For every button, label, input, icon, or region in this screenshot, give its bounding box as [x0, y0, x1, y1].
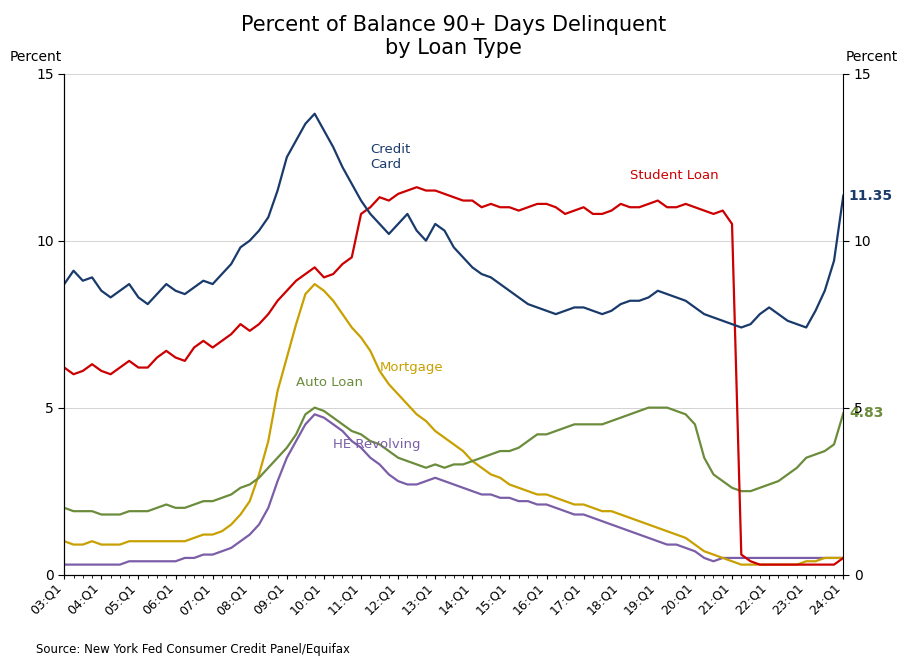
Text: 4.83: 4.83 [849, 407, 883, 420]
Text: Mortgage: Mortgage [380, 361, 443, 374]
Text: HE Revolving: HE Revolving [333, 438, 420, 451]
Title: Percent of Balance 90+ Days Delinquent
by Loan Type: Percent of Balance 90+ Days Delinquent b… [242, 15, 666, 58]
Text: Auto Loan: Auto Loan [296, 376, 363, 389]
Text: Source: New York Fed Consumer Credit Panel/Equifax: Source: New York Fed Consumer Credit Pan… [36, 643, 350, 656]
Text: Credit
Card: Credit Card [370, 142, 410, 171]
Text: Percent: Percent [845, 49, 898, 64]
Text: Student Loan: Student Loan [630, 169, 718, 182]
Text: Percent: Percent [10, 49, 62, 64]
Text: 11.35: 11.35 [849, 188, 893, 202]
